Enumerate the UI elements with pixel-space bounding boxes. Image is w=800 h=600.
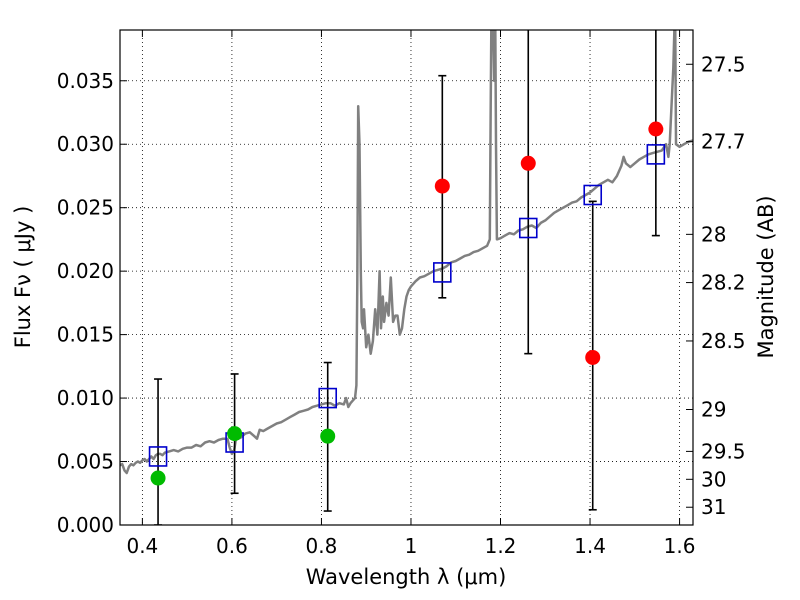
model-square-marker (318, 387, 338, 409)
right-tick-label: 30 (701, 467, 726, 491)
y-axis-label: Flux Fν ( μJy ) (11, 206, 35, 349)
y-tick-label: 0.005 (57, 450, 114, 474)
x-tick-label: 0.8 (306, 534, 338, 558)
right-tick-label: 31 (701, 495, 726, 519)
y-tick-label: 0.000 (57, 513, 114, 537)
y-tick-label: 0.035 (57, 69, 114, 93)
observed-point-marker (520, 155, 536, 171)
right-tick-label: 27.7 (701, 130, 746, 154)
grid-lines (120, 30, 693, 526)
x-tick-label: 0.4 (126, 534, 158, 558)
x-tick-label: 1 (405, 534, 418, 558)
right-tick-label: 29 (701, 398, 726, 422)
right-tick-label: 28.2 (701, 271, 746, 295)
y-tick-label: 0.025 (57, 196, 114, 220)
y-tick-label: 0.030 (57, 132, 114, 156)
x-tick-label: 1.2 (485, 534, 517, 558)
x-tick-label: 1.6 (664, 534, 696, 558)
model-square-marker (148, 446, 168, 467)
observed-point-marker (320, 428, 336, 444)
model-square-marker (646, 144, 666, 165)
x-tick-label: 1.4 (574, 534, 606, 558)
right-tick-label: 27.5 (701, 52, 746, 76)
plot-frame (119, 29, 694, 526)
observed-point-marker (648, 121, 664, 137)
y-tick-label: 0.020 (57, 259, 114, 283)
right-tick-label: 28 (701, 222, 726, 246)
x-axis-label: Wavelength λ (μm) (306, 565, 507, 589)
axis-ticks: 0.4 0.6 0.8 1 1.2 1.4 1.6 0.000 0.005 0.010 0.015 0… (57, 30, 746, 558)
model-square-marker (433, 262, 452, 283)
data-layer (120, 30, 693, 525)
y-tick-label: 0.015 (57, 323, 114, 347)
observed-point-marker (227, 426, 243, 442)
observed-point-marker (434, 178, 450, 194)
right-tick-label: 29.5 (701, 439, 746, 463)
right-tick-label: 28.5 (701, 329, 746, 353)
plot-background (120, 30, 693, 525)
model-square-marker (518, 217, 538, 239)
observed-point-marker (150, 470, 166, 486)
y-tick-label: 0.010 (57, 386, 114, 410)
y-axis-right-label: Magnitude (AB) (754, 195, 778, 358)
observed-point-marker (585, 349, 601, 365)
x-tick-label: 0.6 (216, 534, 248, 558)
sed-model-line (120, 30, 693, 475)
model-square-marker (583, 184, 603, 206)
